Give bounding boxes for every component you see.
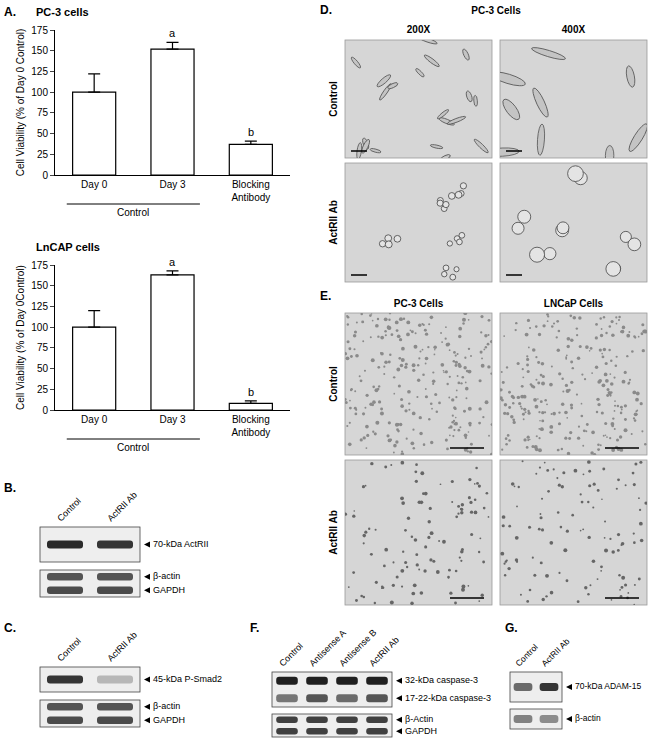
svg-text:A.: A. [4,5,16,19]
svg-text:Day 0: Day 0 [81,179,108,190]
svg-text:β-actin: β-actin [575,713,601,723]
svg-text:ActRII Ab: ActRII Ab [328,200,339,245]
svg-text:BlockingAntibody: BlockingAntibody [231,179,270,203]
svg-text:50: 50 [37,363,49,374]
svg-text:Cell Viability (% of Day 0Cont: Cell Viability (% of Day 0Control) [15,265,26,410]
svg-text:Control: Control [55,496,83,524]
svg-text:B.: B. [4,481,16,495]
svg-text:a: a [169,256,176,268]
svg-text:150: 150 [31,45,48,56]
svg-text:G.: G. [505,621,518,635]
svg-text:25: 25 [37,384,49,395]
svg-text:b: b [248,386,254,398]
svg-text:200X: 200X [407,24,431,35]
svg-text:LNCaP Cells: LNCaP Cells [544,298,604,309]
svg-text:Control: Control [117,207,149,218]
svg-text:45-kDa P-Smad2: 45-kDa P-Smad2 [153,674,222,684]
svg-text:100: 100 [31,87,48,98]
svg-text:D.: D. [320,3,332,17]
svg-text:ActRII Ab: ActRII Ab [539,636,571,668]
svg-text:b: b [248,126,254,138]
svg-text:75: 75 [37,107,49,118]
svg-text:ActRII Ab: ActRII Ab [105,630,139,664]
svg-text:Control: Control [328,366,339,402]
svg-text:LnCAP cells: LnCAP cells [36,241,100,253]
svg-text:150: 150 [31,280,48,291]
svg-text:β-Actin: β-Actin [405,714,433,724]
svg-text:Day 3: Day 3 [159,414,186,425]
svg-text:PC-3 Cells: PC-3 Cells [394,298,444,309]
svg-text:175: 175 [31,25,48,36]
svg-text:ActRII Ab: ActRII Ab [367,635,401,669]
svg-text:25: 25 [37,149,49,160]
svg-text:0: 0 [42,405,48,416]
svg-text:Antisense B: Antisense B [337,627,379,669]
svg-text:70-kDa ADAM-15: 70-kDa ADAM-15 [575,681,641,691]
svg-text:BlockingAntibody: BlockingAntibody [231,414,270,438]
svg-text:75: 75 [37,342,49,353]
svg-text:F.: F. [250,621,259,635]
svg-text:PC-3 cells: PC-3 cells [36,6,89,18]
svg-text:Control: Control [117,442,149,453]
svg-text:Control: Control [513,642,540,669]
svg-text:Control: Control [55,636,83,664]
svg-text:32-kDa caspase-3: 32-kDa caspase-3 [405,675,478,685]
svg-text:Day 0: Day 0 [81,414,108,425]
svg-text:β-actin: β-actin [153,571,180,581]
svg-text:Cell Viability (% of Day 0 Con: Cell Viability (% of Day 0 Control) [15,29,26,177]
svg-text:ActRII Ab: ActRII Ab [328,510,339,555]
svg-text:125: 125 [31,66,48,77]
svg-text:50: 50 [37,128,49,139]
svg-text:Control: Control [328,81,339,117]
svg-text:GAPDH: GAPDH [405,726,437,736]
svg-text:0: 0 [42,170,48,181]
svg-text:Antisense A: Antisense A [307,627,348,669]
svg-text:Day 3: Day 3 [159,179,186,190]
svg-text:175: 175 [31,260,48,271]
svg-text:C.: C. [4,621,16,635]
svg-text:70-kDa ActRII: 70-kDa ActRII [153,539,209,549]
svg-text:β-actin: β-actin [153,701,180,711]
svg-text:ActRII Ab: ActRII Ab [105,490,139,524]
svg-text:PC-3 Cells: PC-3 Cells [471,5,521,16]
svg-text:GAPDH: GAPDH [153,585,185,595]
svg-text:GAPDH: GAPDH [153,715,185,725]
svg-text:E.: E. [320,289,331,303]
svg-text:125: 125 [31,301,48,312]
svg-text:17-22-kDa caspase-3: 17-22-kDa caspase-3 [405,693,491,703]
svg-text:a: a [169,27,176,39]
svg-text:Control: Control [277,641,305,669]
svg-text:100: 100 [31,322,48,333]
svg-text:400X: 400X [562,24,586,35]
